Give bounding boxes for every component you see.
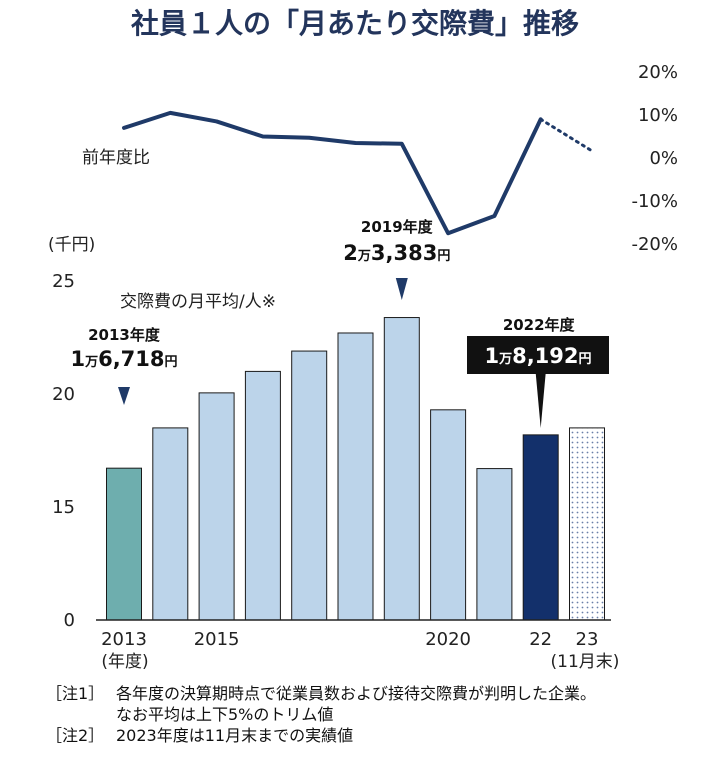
x-axis: 2013 2015 2020 22 23: [101, 629, 598, 650]
x-tick-23: 23: [576, 629, 599, 650]
note2-tag: ［注2］: [46, 726, 105, 745]
annotation-value: 2万3,383円: [343, 241, 450, 265]
chart-title: 社員１人の「月あたり交際費」推移: [131, 7, 579, 40]
bar-series-label: 交際費の月平均/人※: [120, 292, 276, 312]
annotation-value: 1万6,718円: [70, 347, 177, 371]
line-series-label: 前年度比: [82, 148, 150, 168]
bar-2021: [476, 468, 513, 621]
bar-2022: [522, 434, 559, 621]
annotation-2013: 2013年度 1万6,718円: [70, 326, 178, 405]
annotations: 2013年度 1万6,718円 2019年度 2万3,383円 2022年度 1万8,19…: [70, 218, 609, 428]
x-note-2023: (11月末): [551, 652, 620, 672]
bar-2020: [430, 409, 467, 621]
x-tick-22: 22: [529, 629, 552, 650]
callout-pointer-icon: [535, 373, 546, 428]
notes: ［注1］ 各年度の決算期時点で従業員数および接待交際費が判明した企業。 なお平均…: [46, 683, 686, 746]
yen-tick-label: 0: [64, 610, 75, 631]
bars: [106, 317, 605, 621]
bar-unit-label: (千円): [48, 235, 95, 255]
annotation-box: [467, 336, 609, 374]
yoy-line-projection: [539, 117, 595, 154]
note1-tag: ［注1］: [46, 684, 105, 703]
arrow-down-icon: [118, 387, 130, 405]
annotation-2019: 2019年度 2万3,383円: [343, 218, 450, 300]
bar-2018: [337, 332, 374, 621]
bar-2016: [244, 370, 281, 621]
yen-axis: 25 20 15 0: [52, 271, 75, 631]
x-tick-2015: 2015: [194, 629, 240, 650]
arrow-down-icon: [395, 278, 408, 300]
bar-2015: [198, 392, 235, 621]
annotation-label: 2022年度: [503, 316, 576, 334]
x-tick-2020: 2020: [425, 629, 471, 650]
yoy-line: [122, 110, 543, 236]
x-axis-label: (年度): [101, 652, 148, 672]
annotation-2022: 2022年度 1万8,192円: [467, 316, 609, 428]
bar-2023: [569, 427, 605, 621]
annotation-label: 2019年度: [361, 218, 434, 236]
percent-tick-label: 0%: [649, 148, 678, 169]
note1-text: 各年度の決算期時点で従業員数および接待交際費が判明した企業。: [116, 684, 597, 703]
bar-2013: [106, 467, 142, 621]
note2-text: 2023年度は11月末までの実績値: [116, 726, 354, 745]
x-tick-2013: 2013: [101, 629, 147, 650]
bar-2014: [152, 427, 189, 621]
percent-tick-label: 20%: [638, 62, 678, 83]
bar-2019: [383, 317, 420, 621]
yen-tick-label: 25: [52, 271, 75, 292]
note1-continuation: なお平均は上下5%のトリム値: [116, 705, 334, 724]
percent-tick-label: -20%: [631, 234, 678, 255]
annotation-value: 1万8,192円: [484, 344, 591, 368]
percent-tick-label: 10%: [638, 105, 678, 126]
percent-axis: 20% 10% 0% -10% -20%: [631, 62, 678, 255]
percent-tick-label: -10%: [631, 191, 678, 212]
annotation-label: 2013年度: [88, 326, 161, 344]
bar-2017: [291, 350, 328, 621]
yen-tick-label: 20: [52, 384, 75, 405]
yen-tick-label: 15: [52, 497, 75, 518]
